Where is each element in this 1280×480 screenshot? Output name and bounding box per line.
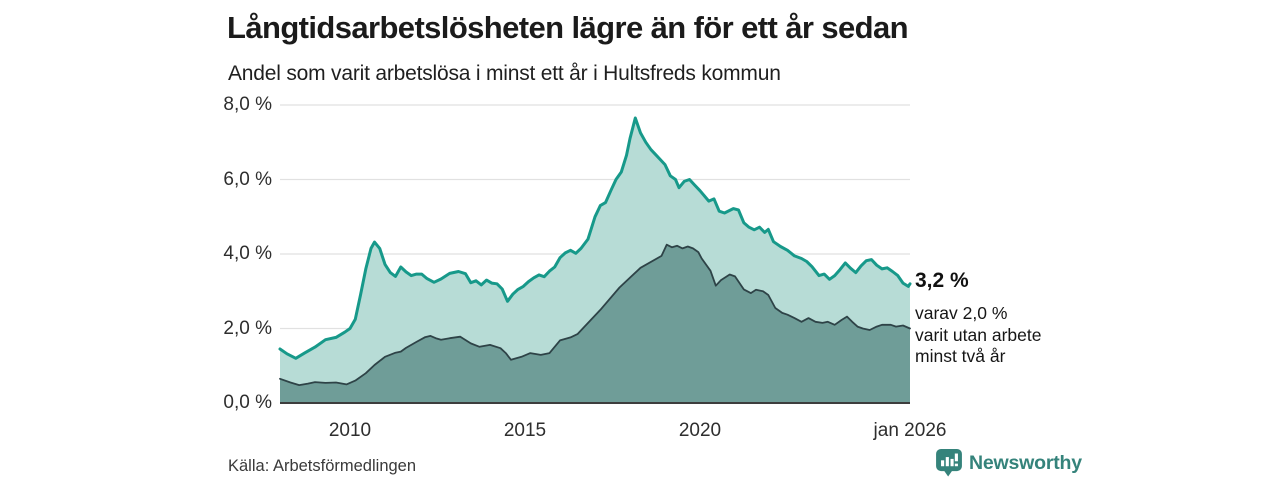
y-tick-label: 4,0 % <box>223 243 272 264</box>
x-tick-label: 2015 <box>503 420 547 441</box>
end-annotation: 3,2 % varav 2,0 % varit utan arbete mins… <box>915 269 1065 368</box>
chart-subtitle: Andel som varit arbetslösa i minst ett å… <box>228 62 781 85</box>
annotation-line: minst två år <box>915 346 1006 366</box>
page-title: Långtidsarbetslösheten lägre än för ett … <box>227 10 909 45</box>
annotation-line: varit utan arbete <box>915 324 1042 345</box>
newsworthy-logo-icon <box>936 449 962 477</box>
newsworthy-brand: Newsworthy <box>936 449 1082 477</box>
latest-value-label: 3,2 % <box>915 269 969 292</box>
x-tick-label: jan 2026 <box>873 420 947 441</box>
y-tick-label: 6,0 % <box>223 168 272 190</box>
y-tick-label: 2,0 % <box>223 317 272 339</box>
annotation-line: varav 2,0 % <box>915 303 1008 323</box>
y-tick-label: 8,0 % <box>223 94 272 115</box>
source-note: Källa: Arbetsförmedlingen <box>228 457 417 475</box>
x-tick-label: 2020 <box>678 420 722 441</box>
y-tick-label: 0,0 % <box>223 392 272 413</box>
x-tick-label: 2010 <box>328 420 372 441</box>
newsworthy-logo-text: Newsworthy <box>969 451 1082 474</box>
